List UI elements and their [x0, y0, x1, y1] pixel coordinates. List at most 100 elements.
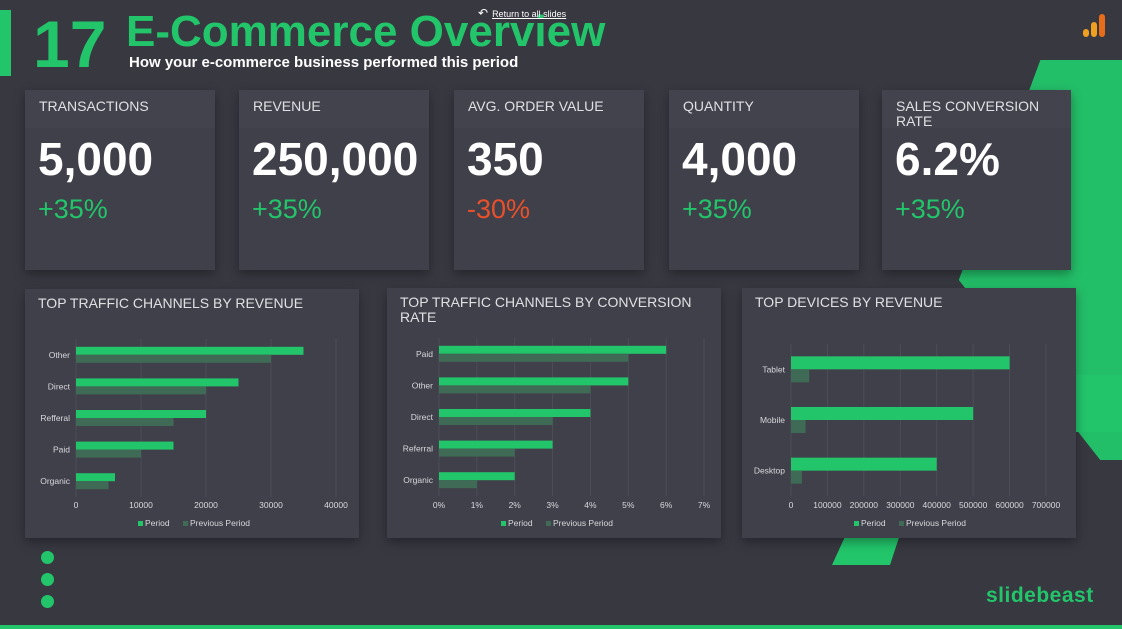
- bar-previous-period: [439, 480, 477, 489]
- chart-title: TOP TRAFFIC CHANNELS BY REVENUE: [38, 295, 304, 311]
- bar-previous-period: [791, 470, 802, 484]
- page-title: E-Commerce Overview: [126, 7, 606, 56]
- slide-number: 17: [33, 7, 107, 81]
- kpi-card-transactions: TRANSACTIONS 5,000 +35%: [25, 90, 215, 270]
- x-tick-label: 300000: [886, 500, 915, 510]
- dot-icon: [41, 573, 54, 586]
- category-label: Desktop: [754, 466, 785, 476]
- bar-period: [791, 457, 937, 471]
- return-link-label: Return to all slides: [492, 9, 567, 19]
- category-label: Other: [49, 350, 70, 360]
- x-tick-label: 1%: [471, 500, 484, 510]
- category-label: Direct: [411, 412, 434, 422]
- bar-period: [439, 472, 515, 481]
- bar-period: [439, 377, 629, 386]
- chart-title: TOP TRAFFIC CHANNELS BY CONVERSION RATE: [400, 294, 692, 325]
- bar-period: [76, 441, 174, 450]
- category-label: Organic: [40, 476, 71, 486]
- x-tick-label: 40000: [324, 500, 348, 510]
- bar-chart-devices-revenue: 0 100000 200000 300000 400000 500000 600000 700…: [754, 344, 1060, 528]
- legend-swatch: [899, 521, 904, 526]
- kpi-value: 4,000: [682, 133, 798, 185]
- kpi-change: +35%: [682, 194, 752, 224]
- bar-previous-period: [76, 481, 109, 490]
- kpi-label: SALES CONVERSION RATE: [896, 98, 1040, 129]
- bar-previous-period: [439, 448, 515, 457]
- bar-period: [791, 356, 1010, 370]
- bar-period: [439, 440, 553, 449]
- bar-previous-period: [439, 417, 553, 425]
- x-tick-label: 30000: [259, 500, 283, 510]
- x-tick-label: 400000: [923, 500, 952, 510]
- x-tick-label: 2%: [509, 500, 522, 510]
- bar-previous-period: [76, 354, 271, 363]
- x-tick-label: 6%: [660, 500, 673, 510]
- kpi-card-header: [239, 90, 429, 128]
- kpi-card-avg-order-value: AVG. ORDER VALUE 350 -30%: [454, 90, 644, 270]
- category-label: Mobile: [760, 415, 785, 425]
- return-to-slides-link[interactable]: ↶ Return to all slides: [478, 6, 566, 20]
- kpi-card-header: [25, 90, 215, 128]
- bar-period: [439, 345, 667, 354]
- bar-chart-traffic-conversion: 0% 1% 2% 3% 4% 5% 6% 7% Paid Other Direct Referral O…: [403, 338, 711, 528]
- kpi-change: -30%: [467, 194, 531, 224]
- bar-period: [76, 346, 304, 355]
- page-subtitle: How your e-commerce business performed t…: [129, 54, 519, 71]
- bar-previous-period: [76, 386, 206, 395]
- kpi-change: +35%: [895, 194, 965, 224]
- kpi-card-header: [669, 90, 859, 128]
- legend-swatch: [546, 521, 551, 526]
- x-tick-label: 600000: [995, 500, 1024, 510]
- category-label: Paid: [53, 445, 70, 455]
- kpi-value: 250,000: [252, 133, 419, 185]
- legend-swatch: [501, 521, 506, 526]
- return-arrow-icon: ↶: [478, 6, 489, 20]
- bar-period: [791, 407, 974, 420]
- x-tick-label: 0%: [433, 500, 446, 510]
- kpi-card-header: [882, 90, 1071, 128]
- legend-label: Previous Period: [906, 518, 966, 528]
- category-label: Organic: [403, 475, 434, 485]
- chart-title: TOP DEVICES BY REVENUE: [755, 294, 943, 310]
- kpi-label: AVG. ORDER VALUE: [468, 98, 604, 114]
- kpi-value: 5,000: [38, 133, 154, 185]
- brand-logo: slidebeast: [986, 584, 1094, 607]
- bar-period: [76, 410, 206, 418]
- bar-period: [76, 473, 115, 482]
- bar-previous-period: [76, 449, 141, 458]
- category-label: Paid: [416, 349, 433, 359]
- kpi-value: 6.2%: [895, 133, 1000, 185]
- bottom-accent-line: [0, 625, 1122, 629]
- kpi-label: TRANSACTIONS: [39, 98, 149, 114]
- category-label: Tablet: [762, 364, 785, 374]
- category-label: Referral: [403, 444, 433, 454]
- bar-previous-period: [791, 420, 806, 433]
- x-tick-label: 3%: [546, 500, 559, 510]
- bar-period: [439, 409, 591, 417]
- bar-chart-traffic-revenue: 0 10000 20000 30000 40000 Other Direct Refferal…: [40, 339, 348, 528]
- category-label: Refferal: [40, 413, 70, 423]
- bar-previous-period: [439, 385, 591, 394]
- x-tick-label: 100000: [813, 500, 842, 510]
- x-tick-label: 0: [74, 500, 79, 510]
- legend-label: Period: [145, 518, 170, 528]
- legend-label: Period: [861, 518, 886, 528]
- analytics-bars-icon: [1083, 13, 1107, 37]
- legend-swatch: [138, 521, 143, 526]
- chart-panel-traffic-conversion: TOP TRAFFIC CHANNELS BY CONVERSION RATE …: [387, 288, 721, 538]
- x-tick-label: 20000: [194, 500, 218, 510]
- x-tick-label: 5%: [622, 500, 635, 510]
- kpi-card-sales-conversion-rate: SALES CONVERSION RATE 6.2% +35%: [882, 90, 1071, 270]
- kpi-change: +35%: [252, 194, 322, 224]
- x-tick-label: 10000: [129, 500, 153, 510]
- x-tick-label: 4%: [584, 500, 597, 510]
- dot-icon: [41, 595, 54, 608]
- kpi-label: QUANTITY: [683, 98, 754, 114]
- kpi-card-header: [454, 90, 644, 128]
- x-tick-label: 7%: [698, 500, 711, 510]
- x-tick-label: 0: [789, 500, 794, 510]
- kpi-change: +35%: [38, 194, 108, 224]
- accent-bar: [0, 10, 11, 76]
- bar-previous-period: [439, 353, 629, 362]
- kpi-card-revenue: REVENUE 250,000 +35%: [239, 90, 429, 270]
